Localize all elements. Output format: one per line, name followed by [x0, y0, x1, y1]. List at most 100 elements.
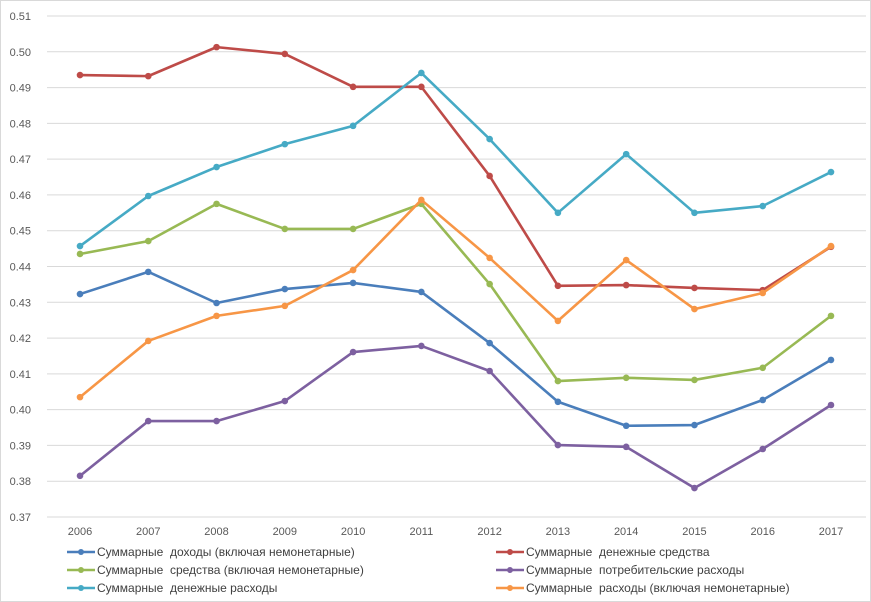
data-point: [759, 396, 767, 404]
data-point: [349, 348, 357, 356]
gridlines: [47, 15, 866, 518]
series-line: [79, 270, 832, 428]
y-tick-label: 0.50: [10, 47, 31, 59]
series-4: [76, 342, 835, 492]
data-point: [144, 192, 152, 200]
data-point: [622, 150, 630, 158]
data-point: [281, 285, 289, 293]
data-point: [76, 250, 84, 258]
data-point: [144, 417, 152, 425]
x-tick-label: 2006: [68, 526, 92, 538]
legend-item: Суммарные потребительские расходы: [496, 563, 744, 577]
data-point: [486, 367, 493, 375]
legend-label: Суммарные средства (включая немонетарные…: [97, 563, 364, 577]
data-point: [281, 397, 289, 405]
y-tick-label: 0.38: [10, 476, 31, 488]
data-point: [622, 281, 630, 289]
y-tick-label: 0.47: [10, 154, 31, 166]
y-tick-label: 0.41: [10, 369, 31, 381]
y-tick-label: 0.42: [10, 333, 31, 345]
x-tick-label: 2008: [204, 526, 228, 538]
y-tick-label: 0.37: [10, 512, 31, 524]
y-tick-label: 0.43: [10, 297, 31, 309]
data-point: [76, 242, 84, 250]
data-point: [691, 484, 698, 492]
x-tick-label: 2010: [341, 526, 365, 538]
y-tick-label: 0.51: [10, 11, 31, 23]
series-line: [79, 198, 832, 399]
data-point: [759, 364, 767, 372]
data-point: [213, 312, 220, 320]
data-point: [691, 209, 698, 217]
data-point: [827, 401, 835, 409]
data-point: [486, 135, 493, 143]
y-tick-label: 0.40: [10, 405, 31, 417]
data-point: [486, 172, 493, 180]
data-point: [281, 140, 289, 148]
legend: Суммарные доходы (включая немонетарные) С…: [67, 545, 790, 595]
x-tick-label: 2014: [614, 526, 638, 538]
series-6: [76, 196, 835, 401]
data-point: [349, 279, 357, 287]
data-point: [554, 441, 562, 449]
legend-item: Суммарные доходы (включая немонетарные): [67, 545, 355, 559]
data-point: [76, 71, 84, 79]
legend-point-marker: [78, 585, 84, 591]
y-tick-label: 0.45: [10, 226, 31, 238]
data-point: [281, 302, 289, 310]
x-tick-label: 2009: [273, 526, 297, 538]
data-point: [554, 282, 562, 290]
data-point: [349, 266, 357, 274]
data-point: [349, 122, 357, 130]
legend-point-marker: [507, 585, 513, 591]
series-line: [79, 202, 832, 383]
data-point: [349, 83, 357, 91]
legend-point-marker: [507, 567, 513, 573]
data-point: [418, 342, 425, 350]
data-point: [144, 268, 152, 276]
data-point: [418, 196, 425, 204]
data-point: [622, 443, 630, 451]
data-point: [486, 280, 493, 288]
legend-label: Суммарные денежные средства: [526, 545, 710, 559]
x-tick-label: 2017: [819, 526, 843, 538]
series-line: [79, 45, 832, 292]
data-point: [622, 256, 630, 264]
data-point: [213, 43, 220, 51]
y-tick-label: 0.39: [10, 440, 31, 452]
data-point: [76, 472, 84, 480]
series-5: [76, 69, 835, 250]
x-axis-ticks: 2006 2007 2008 2009 2010 2011 2012 2013 2014 2015…: [68, 526, 843, 538]
data-point: [281, 50, 289, 58]
data-point: [827, 312, 835, 320]
legend-label: Суммарные потребительские расходы: [526, 563, 744, 577]
data-point: [486, 254, 493, 262]
data-point: [827, 168, 835, 176]
data-point: [144, 72, 152, 80]
data-point: [759, 202, 767, 210]
legend-item: Суммарные средства (включая немонетарные…: [67, 563, 364, 577]
legend-item: Суммарные денежные расходы: [67, 581, 277, 595]
legend-label: Суммарные денежные расходы: [97, 581, 277, 595]
data-point: [418, 69, 425, 77]
data-point: [213, 163, 220, 171]
data-point: [213, 299, 220, 307]
data-point: [759, 445, 767, 453]
y-tick-label: 0.44: [10, 262, 31, 274]
y-axis-ticks: 0.37 0.38 0.39 0.40 0.41 0.42 0.43 0.44 0.45 0.46…: [10, 11, 31, 524]
data-point: [76, 290, 84, 298]
legend-point-marker: [78, 567, 84, 573]
data-point: [281, 225, 289, 233]
data-point: [418, 288, 425, 296]
series-3: [76, 200, 835, 385]
data-point: [554, 398, 562, 406]
data-point: [486, 339, 493, 347]
legend-item: Суммарные расходы (включая немонетарные): [496, 581, 790, 595]
series-line: [79, 71, 832, 248]
x-tick-label: 2016: [750, 526, 774, 538]
data-point: [691, 376, 698, 384]
data-point: [691, 284, 698, 292]
x-tick-label: 2015: [682, 526, 706, 538]
data-point: [76, 393, 84, 401]
data-point: [691, 305, 698, 313]
